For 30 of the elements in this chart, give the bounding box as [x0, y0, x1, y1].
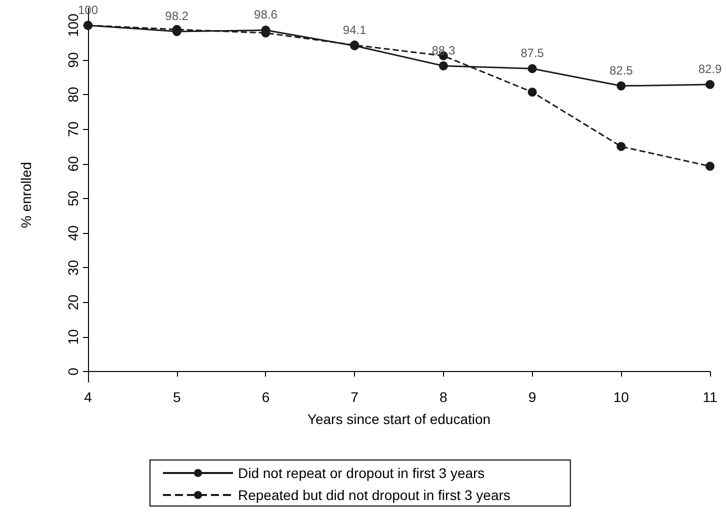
- y-tick-label: 40: [65, 225, 81, 241]
- y-tick-label: 20: [65, 294, 81, 310]
- legend-label: Did not repeat or dropout in first 3 years: [238, 465, 485, 481]
- y-tick-label: 100: [65, 13, 81, 37]
- x-tick-label: 6: [262, 389, 270, 405]
- x-tick-label: 4: [84, 389, 92, 405]
- data-label: 82.9: [698, 62, 722, 76]
- data-label: 94.1: [342, 23, 367, 38]
- x-tick-label: 8: [440, 389, 448, 405]
- data-label: 98.2: [165, 9, 189, 24]
- x-axis-title: Years since start of education: [307, 411, 491, 427]
- y-tick-label: 60: [65, 156, 81, 172]
- x-tick-label: 9: [528, 389, 536, 405]
- x-tick-label: 7: [350, 389, 359, 405]
- y-tick-label: 90: [65, 52, 81, 68]
- data-label: 98.6: [254, 8, 278, 22]
- y-tick-label: 70: [65, 121, 81, 137]
- x-tick-label: 10: [613, 389, 630, 405]
- data-label: 88.3: [432, 43, 456, 58]
- y-tick-label: 30: [65, 260, 81, 276]
- x-tick-label: 11: [702, 389, 718, 405]
- y-tick-label: 50: [65, 190, 81, 206]
- x-tick-label: 5: [172, 389, 181, 405]
- y-tick-label: 80: [65, 86, 81, 102]
- y-tick-label: 0: [65, 368, 81, 376]
- legend-label: Repeated but did not dropout in first 3 years: [238, 487, 510, 503]
- y-tick-label: 10: [65, 328, 81, 345]
- data-label: 87.5: [520, 46, 544, 60]
- data-label: 82.5: [609, 63, 634, 78]
- y-axis-title: % enrolled: [18, 162, 34, 228]
